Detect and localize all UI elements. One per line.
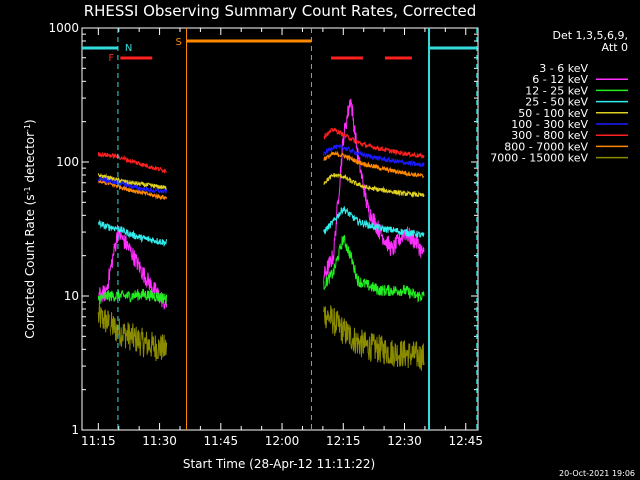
legend-label: 300 - 800 keV: [511, 129, 588, 142]
legend-label: 800 - 7000 keV: [504, 140, 588, 153]
series-line: [323, 143, 425, 168]
series-line: [323, 127, 425, 159]
series-line: [323, 150, 425, 179]
x-tick-label: 12:00: [265, 434, 300, 448]
y-tick-label: 1000: [48, 21, 79, 35]
timestamp: 20-Oct-2021 19:06: [559, 469, 635, 478]
series-line: [323, 206, 425, 239]
y-tick-label: 100: [56, 155, 79, 169]
saa-flag-label: S: [176, 37, 182, 48]
y-axis-label: Corrected Count Rate (s-1 detector-1): [23, 119, 38, 338]
series-line: [97, 151, 168, 175]
series-line: [97, 288, 168, 305]
legend-label: 6 - 12 keV: [532, 73, 588, 86]
series-line: [97, 197, 168, 393]
plot-area: 1 10 100 1000 11:15 11:30 11:45 12:00 12:15 12:30…: [48, 21, 483, 448]
series-line: [323, 304, 425, 371]
series-line: [323, 172, 425, 198]
x-tick-label: 11:45: [204, 434, 239, 448]
legend-label: 12 - 25 keV: [525, 84, 588, 97]
night-flag-label: N: [125, 43, 132, 54]
series-line: [97, 226, 168, 310]
series-line: [97, 175, 168, 195]
flare-flag-label: F: [108, 53, 114, 64]
series-line: [97, 178, 168, 201]
series-line: [323, 98, 425, 280]
legend-label: 3 - 6 keV: [539, 62, 588, 75]
legend-header: Att 0: [602, 41, 628, 54]
x-tick-label: 12:15: [326, 434, 361, 448]
y-axis-title: Corrected Count Rate (s-1 detector-1): [23, 119, 38, 338]
series-line: [323, 234, 425, 303]
legend-label: 7000 - 15000 keV: [490, 152, 588, 165]
x-tick-label: 12:30: [387, 434, 422, 448]
x-tick-label: 11:30: [142, 434, 177, 448]
y-tick-label: 10: [64, 289, 79, 303]
series-line: [97, 219, 168, 248]
plot-frame: [81, 27, 479, 431]
x-tick-label: 11:15: [81, 434, 116, 448]
x-tick-label: 12:45: [448, 434, 483, 448]
legend-label: 25 - 50 keV: [525, 96, 588, 109]
legend-label: 100 - 300 keV: [511, 118, 588, 131]
y-tick-label: 1: [71, 423, 79, 437]
legend-label: 50 - 100 keV: [518, 107, 588, 120]
legend-header: Det 1,3,5,6,9,: [552, 29, 628, 42]
chart-title: RHESSI Observing Summary Count Rates, Co…: [84, 2, 477, 20]
x-axis-label: Start Time (28-Apr-12 11:11:22): [183, 457, 375, 471]
